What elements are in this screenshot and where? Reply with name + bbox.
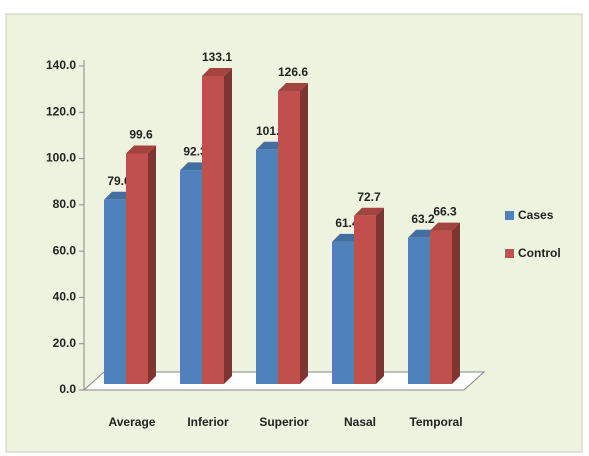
bar-front — [180, 170, 202, 384]
bar-front — [126, 153, 148, 384]
bar-front — [256, 149, 278, 384]
bar-side — [224, 67, 232, 385]
bar-top — [278, 83, 308, 92]
value-label: 126.6 — [278, 65, 308, 79]
bar — [430, 222, 460, 384]
bar-side — [300, 83, 308, 385]
bar-top — [354, 207, 384, 216]
bar — [278, 83, 308, 385]
bar-front — [430, 230, 452, 384]
bar-side — [376, 207, 384, 384]
legend-label: Cases — [518, 208, 554, 222]
x-tick-label: Inferior — [187, 415, 229, 429]
value-label: 72.7 — [357, 190, 381, 204]
bar — [354, 207, 384, 384]
x-tick-label: Temporal — [409, 415, 462, 429]
value-label: 92.3 — [183, 145, 207, 159]
bar-front — [202, 75, 224, 385]
y-tick-label: 120.0 — [46, 104, 76, 118]
value-label: 133.1 — [202, 50, 232, 64]
bar-side — [452, 222, 460, 384]
bar-top — [430, 222, 460, 231]
bar-front — [332, 241, 354, 384]
y-tick-label: 20.0 — [53, 336, 77, 350]
bar-side — [148, 145, 156, 384]
x-tick-label: Superior — [259, 415, 309, 429]
y-tick-label: 100.0 — [46, 151, 76, 165]
value-label: 99.6 — [129, 128, 153, 142]
y-tick-label: 140.0 — [46, 58, 76, 72]
y-tick-label: 60.0 — [53, 243, 77, 257]
bar-front — [408, 237, 430, 384]
legend-swatch — [505, 249, 514, 258]
y-tick-label: 40.0 — [53, 290, 77, 304]
bar-top — [126, 145, 156, 154]
y-tick-label: 80.0 — [53, 197, 77, 211]
legend-swatch — [505, 211, 514, 220]
value-label: 61.4 — [335, 216, 359, 230]
y-tick-label: 0.0 — [59, 382, 76, 396]
bar — [126, 145, 156, 384]
x-tick-label: Nasal — [344, 415, 376, 429]
value-label: 66.3 — [433, 205, 457, 219]
legend-label: Control — [518, 246, 561, 260]
bar-front — [278, 91, 300, 385]
bar — [202, 67, 232, 385]
value-label: 79.6 — [107, 174, 131, 188]
bar-front — [104, 199, 126, 384]
value-label: 63.2 — [411, 212, 435, 226]
x-tick-label: Average — [109, 415, 156, 429]
bar-top — [202, 67, 232, 76]
bar-front — [354, 215, 376, 384]
